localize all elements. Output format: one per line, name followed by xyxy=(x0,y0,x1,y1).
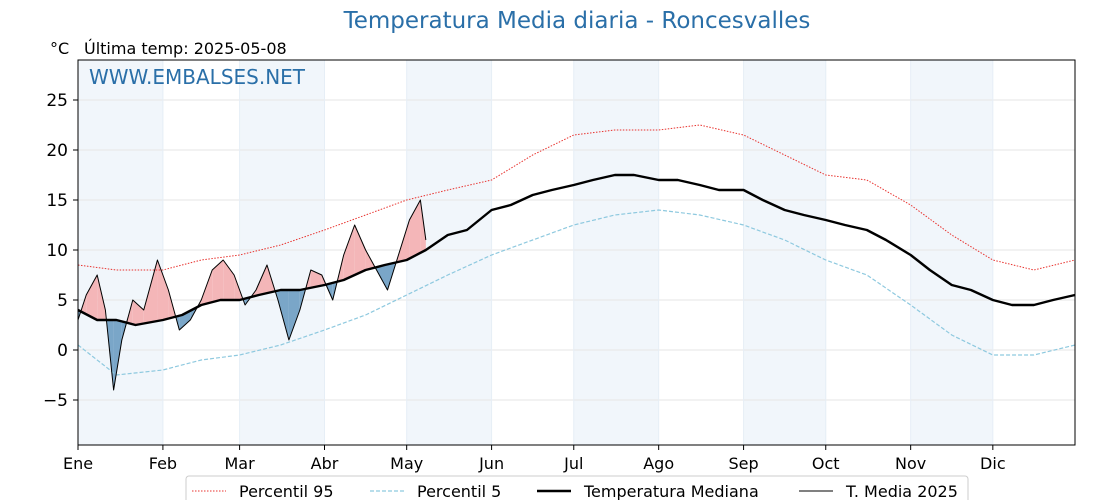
above-median-fill xyxy=(223,260,235,300)
legend-label-median: Temperatura Mediana xyxy=(583,482,759,500)
x-tick-label: Abr xyxy=(311,454,339,473)
below-median-fill xyxy=(288,290,300,340)
legend-box xyxy=(185,475,969,500)
month-band xyxy=(743,60,826,445)
above-median-fill xyxy=(354,225,366,275)
series-median-line xyxy=(77,173,1076,327)
x-tick-label: Oct xyxy=(812,454,840,473)
above-median-fill xyxy=(97,275,106,320)
y-tick-label: 20 xyxy=(46,141,68,161)
grid-lines xyxy=(77,60,1075,445)
above-median-fill xyxy=(398,220,410,262)
above-median-fill xyxy=(343,225,355,280)
below-median-fill xyxy=(376,264,388,290)
chart-title: Temperatura Media diaria - Roncesvalles xyxy=(343,8,811,34)
x-tick-label: Nov xyxy=(895,454,926,473)
y-tick-label: 10 xyxy=(46,241,68,261)
month-bands xyxy=(78,60,993,445)
legend-label-p5: Percentil 5 xyxy=(417,482,501,500)
x-tick-label: Ago xyxy=(643,454,674,473)
x-axis: Ene Feb Mar Abr May Jun Jul Ago Sep Oct Nov Dic xyxy=(63,445,1006,473)
above-median-fill xyxy=(157,260,169,321)
x-tick-label: Mar xyxy=(225,454,256,473)
month-band xyxy=(239,60,325,445)
y-tick-label: 0 xyxy=(57,341,68,361)
above-median-fill xyxy=(256,265,267,296)
legend-label-p95: Percentil 95 xyxy=(239,482,334,500)
y-tick-label: −5 xyxy=(43,391,68,411)
above-median-fill xyxy=(409,200,421,259)
above-median-fill xyxy=(86,275,98,320)
legend-label-2025: T. Media 2025 xyxy=(845,482,958,500)
x-tick-label: May xyxy=(390,454,423,473)
y-tick-label: 15 xyxy=(46,191,68,211)
x-tick-label: Feb xyxy=(149,454,177,473)
watermark: WWW.EMBALSES.NET xyxy=(89,65,306,89)
x-tick-label: Jun xyxy=(478,454,504,473)
x-tick-label: Jul xyxy=(563,454,583,473)
above-median-fill xyxy=(132,300,144,325)
y-tick-label: 5 xyxy=(57,291,68,311)
x-tick-label: Sep xyxy=(729,454,759,473)
y-axis: −5 0 5 10 15 20 25 xyxy=(43,91,78,411)
above-median-fill xyxy=(212,260,224,303)
above-median-fill xyxy=(143,260,158,324)
month-band xyxy=(78,60,163,445)
unit-label: °C xyxy=(50,39,70,58)
last-temp-label: Última temp: 2025-05-08 xyxy=(84,39,287,58)
legend: Percentil 95 Percentil 5 Temperatura Med… xyxy=(185,475,969,500)
month-band xyxy=(910,60,993,445)
x-tick-label: Ene xyxy=(63,454,93,473)
below-median-fill xyxy=(113,320,122,390)
x-tick-label: Dic xyxy=(980,454,1006,473)
plot-frame xyxy=(77,59,1076,446)
series-2025-line xyxy=(77,199,427,391)
month-band xyxy=(573,60,659,445)
y-tick-label: 25 xyxy=(46,91,68,111)
above-median-fill xyxy=(310,270,322,288)
below-median-fill xyxy=(277,290,289,340)
series-lines xyxy=(77,124,1076,391)
